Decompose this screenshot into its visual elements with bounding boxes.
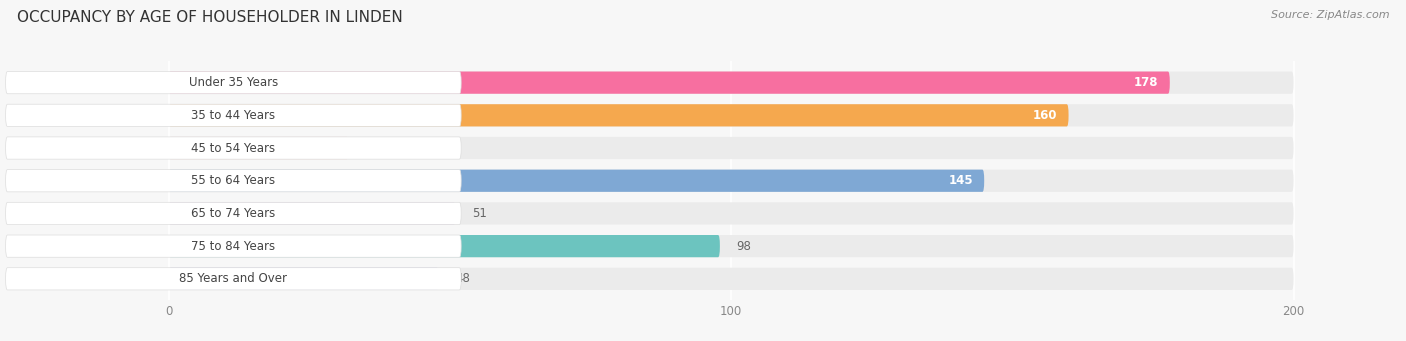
FancyBboxPatch shape (169, 235, 720, 257)
FancyBboxPatch shape (169, 104, 1294, 127)
Text: Under 35 Years: Under 35 Years (188, 76, 278, 89)
Text: Source: ZipAtlas.com: Source: ZipAtlas.com (1271, 10, 1389, 20)
FancyBboxPatch shape (169, 268, 1294, 290)
Text: 35 to 44 Years: 35 to 44 Years (191, 109, 276, 122)
Text: 98: 98 (737, 240, 752, 253)
FancyBboxPatch shape (6, 137, 461, 159)
FancyBboxPatch shape (6, 268, 461, 290)
FancyBboxPatch shape (169, 202, 456, 224)
Text: 32: 32 (366, 142, 381, 154)
FancyBboxPatch shape (169, 72, 1294, 94)
FancyBboxPatch shape (169, 169, 984, 192)
FancyBboxPatch shape (169, 137, 349, 159)
FancyBboxPatch shape (169, 268, 439, 290)
FancyBboxPatch shape (6, 235, 461, 257)
FancyBboxPatch shape (6, 104, 461, 127)
FancyBboxPatch shape (169, 72, 1170, 94)
FancyBboxPatch shape (169, 137, 1294, 159)
Text: 75 to 84 Years: 75 to 84 Years (191, 240, 276, 253)
Text: 160: 160 (1033, 109, 1057, 122)
Text: 178: 178 (1135, 76, 1159, 89)
FancyBboxPatch shape (6, 202, 461, 224)
FancyBboxPatch shape (169, 202, 1294, 224)
Text: 145: 145 (948, 174, 973, 187)
FancyBboxPatch shape (6, 72, 461, 94)
Text: 85 Years and Over: 85 Years and Over (180, 272, 287, 285)
FancyBboxPatch shape (169, 169, 1294, 192)
FancyBboxPatch shape (6, 169, 461, 192)
Text: 55 to 64 Years: 55 to 64 Years (191, 174, 276, 187)
Text: 51: 51 (472, 207, 488, 220)
FancyBboxPatch shape (169, 104, 1069, 127)
Text: OCCUPANCY BY AGE OF HOUSEHOLDER IN LINDEN: OCCUPANCY BY AGE OF HOUSEHOLDER IN LINDE… (17, 10, 402, 25)
FancyBboxPatch shape (169, 235, 1294, 257)
Text: 65 to 74 Years: 65 to 74 Years (191, 207, 276, 220)
Text: 45 to 54 Years: 45 to 54 Years (191, 142, 276, 154)
Text: 48: 48 (456, 272, 471, 285)
